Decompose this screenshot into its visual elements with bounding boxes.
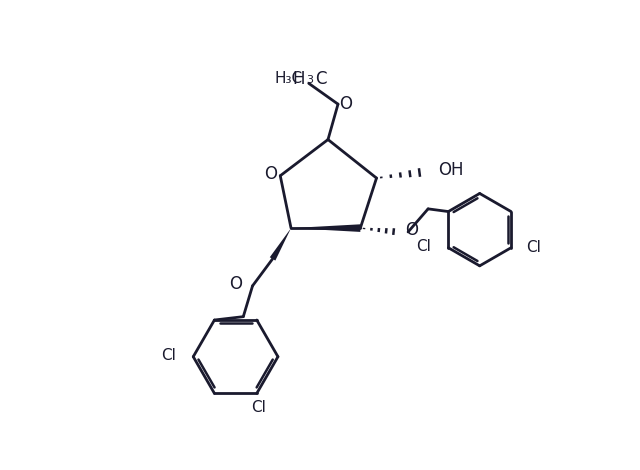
Text: OH: OH [438, 161, 463, 180]
Text: O: O [405, 221, 418, 239]
Polygon shape [270, 228, 291, 260]
Text: O: O [264, 165, 276, 183]
Text: H₃C: H₃C [275, 71, 303, 86]
Text: H: H [292, 70, 305, 88]
Polygon shape [291, 224, 360, 232]
Text: Cl: Cl [251, 400, 266, 415]
Text: C: C [315, 70, 326, 88]
Text: O: O [339, 95, 352, 113]
Text: Cl: Cl [417, 239, 431, 254]
Text: 3: 3 [307, 75, 314, 85]
Text: O: O [230, 275, 243, 293]
Text: Cl: Cl [161, 348, 176, 363]
Text: Cl: Cl [527, 240, 541, 255]
